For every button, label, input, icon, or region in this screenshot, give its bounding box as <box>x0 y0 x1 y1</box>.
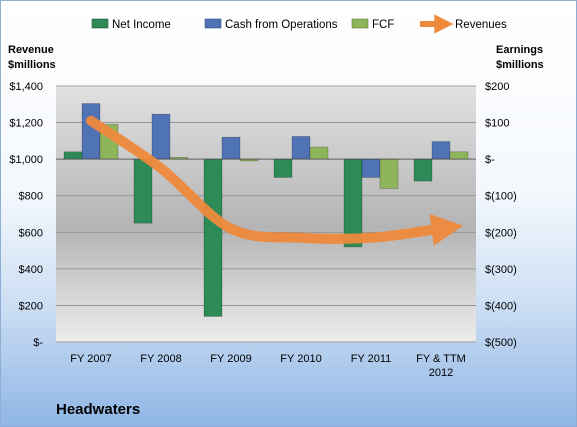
right-axis-title: Earnings $millions <box>496 44 546 71</box>
left-axis-ticks: $- $200 $400 $600 $800 $1,000 $1,200 $1,400 <box>9 81 43 349</box>
plot-area <box>56 86 476 342</box>
bar-net-income <box>63 151 83 160</box>
right-axis-title-line-1: Earnings <box>496 44 543 56</box>
category-label: FY 2008 <box>140 353 181 365</box>
right-tick-label: $(400) <box>485 300 517 312</box>
right-axis-title-line-2: $millions <box>496 59 544 71</box>
bar-net-income <box>133 158 153 224</box>
category-label: FY 2010 <box>280 353 321 365</box>
revenues-arrow <box>86 115 464 246</box>
left-tick-label: $600 <box>19 227 43 239</box>
legend-swatch-cash-from-operations <box>204 18 222 29</box>
legend-label-cash-from-operations: Cash from Operations <box>225 19 338 31</box>
left-axis-title-line-2: $millions <box>8 59 56 71</box>
right-axis-ticks: $(500) $(400) $(300) $(200) $(100) $- $100 $200 <box>485 81 517 349</box>
bar-cash-from-operations <box>81 103 101 160</box>
legend-label-fcf: FCF <box>372 19 394 31</box>
bar-fcf <box>379 158 399 189</box>
left-axis-title: Revenue $millions <box>8 44 57 71</box>
left-tick-label: $1,400 <box>9 81 43 93</box>
category-label: FY 2009 <box>210 353 251 365</box>
bar-fcf <box>449 151 469 160</box>
bar-net-income <box>413 158 433 182</box>
chart-title: Headwaters <box>56 401 140 418</box>
category-label: FY 2007 <box>70 353 111 365</box>
right-tick-label: $- <box>485 154 495 166</box>
right-tick-label: $200 <box>485 81 509 93</box>
bar-cash-from-operations <box>361 158 381 178</box>
category-label: FY & TTM <box>416 353 466 365</box>
left-tick-label: $200 <box>19 300 43 312</box>
right-tick-label: $(500) <box>485 337 517 349</box>
bar-cash-from-operations <box>221 136 241 160</box>
bar-cash-from-operations <box>291 136 311 160</box>
left-tick-label: $- <box>33 337 43 349</box>
bar-cash-from-operations <box>431 141 451 160</box>
category-label: FY 2011 <box>351 353 392 365</box>
left-tick-label: $1,200 <box>9 118 43 130</box>
legend-swatch-net-income <box>91 18 109 29</box>
right-tick-label: $(300) <box>485 264 517 276</box>
legend-label-revenues: Revenues <box>455 19 507 31</box>
left-tick-label: $800 <box>19 191 43 203</box>
bar-net-income <box>203 158 223 317</box>
right-tick-label: $(100) <box>485 191 517 203</box>
category-label: 2012 <box>429 367 453 379</box>
category-labels: FY 2007 FY 2008 FY 2009 FY 2010 FY 2011 FY & … <box>70 353 466 379</box>
left-axis-title-line-1: Revenue <box>8 44 54 56</box>
bar-fcf <box>309 146 329 160</box>
right-tick-label: $(200) <box>485 227 517 239</box>
left-tick-label: $1,000 <box>9 154 43 166</box>
right-tick-label: $100 <box>485 118 509 130</box>
legend: Net Income Cash from Operations FCF Reve… <box>91 14 507 34</box>
bar-net-income <box>273 158 293 178</box>
left-tick-label: $400 <box>19 264 43 276</box>
bar-cash-from-operations <box>151 113 171 160</box>
legend-swatch-fcf <box>351 18 369 29</box>
bar-series <box>63 103 469 317</box>
legend-label-net-income: Net Income <box>112 19 171 31</box>
